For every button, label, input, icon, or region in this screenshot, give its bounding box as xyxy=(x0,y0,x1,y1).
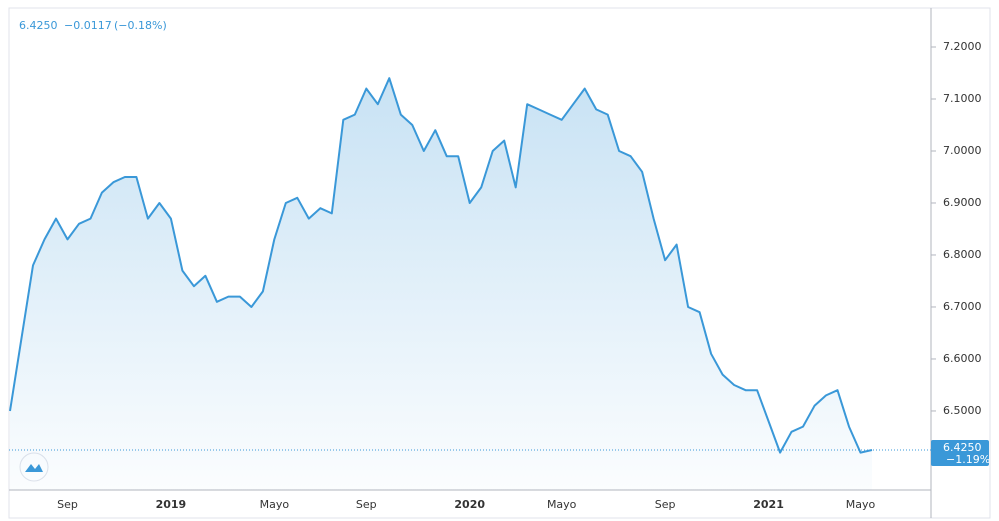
header-price: 6.4250 xyxy=(19,19,58,32)
x-tick-label: Mayo xyxy=(846,498,876,511)
y-tick-label: 7.0000 xyxy=(943,144,982,157)
x-tick-label: Mayo xyxy=(260,498,290,511)
x-tick-label: 2021 xyxy=(753,498,784,511)
frame xyxy=(8,7,991,519)
last-change-label: −1.19% xyxy=(946,453,990,466)
header: 6.4250 −0.0117 (−0.18%) xyxy=(19,19,167,32)
last-price-label: 6.4250 xyxy=(943,441,982,454)
y-tick-label: 6.7000 xyxy=(943,300,982,313)
x-tick-label: 2019 xyxy=(156,498,187,511)
last-price-badge xyxy=(931,439,989,466)
y-tick-label: 6.5000 xyxy=(943,404,982,417)
y-tick-label: 7.2000 xyxy=(943,40,982,53)
x-tick-label: Mayo xyxy=(547,498,577,511)
x-tick-label: Sep xyxy=(356,498,377,511)
x-tick-label: 2020 xyxy=(454,498,485,511)
y-tick-label: 7.1000 xyxy=(943,92,982,105)
header-change: −0.0117 xyxy=(64,19,112,32)
x-tick-label: Sep xyxy=(655,498,676,511)
y-tick-label: 6.9000 xyxy=(943,196,982,209)
y-tick-label: 6.6000 xyxy=(943,352,982,365)
x-tick-label: Sep xyxy=(57,498,78,511)
line xyxy=(9,77,873,454)
area-fill xyxy=(10,78,872,490)
y-tick-label: 6.8000 xyxy=(943,248,982,261)
header-change-pct: (−0.18%) xyxy=(114,19,167,32)
